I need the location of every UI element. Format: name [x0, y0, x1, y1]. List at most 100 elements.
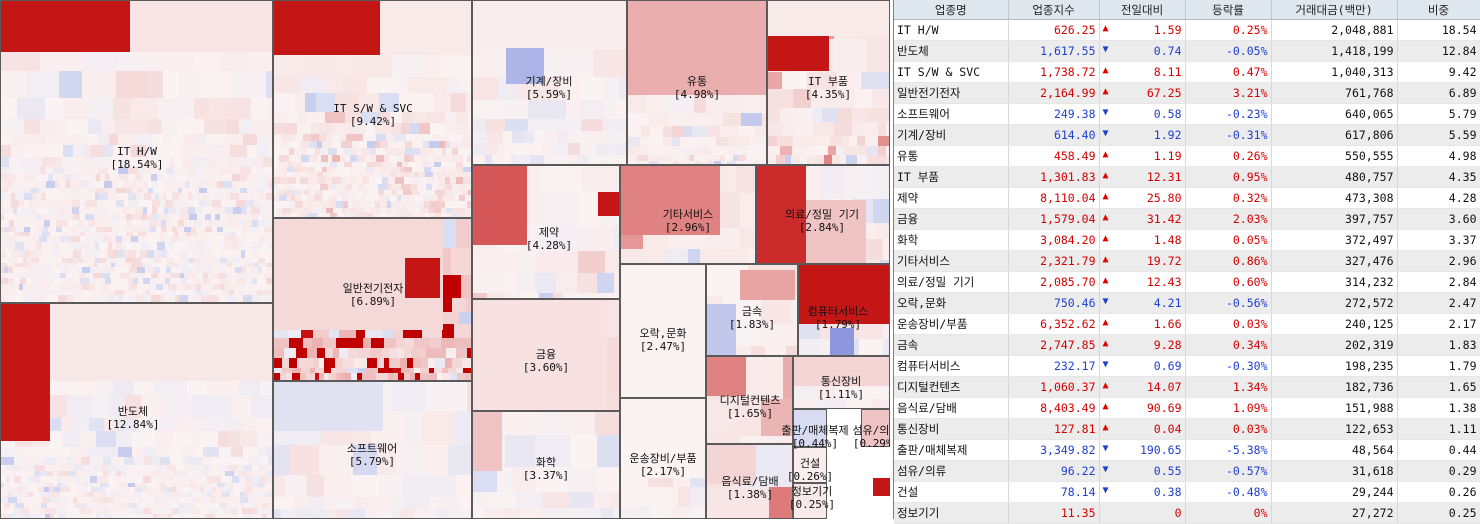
stock-tile[interactable] — [289, 148, 294, 155]
stock-tile[interactable] — [102, 200, 106, 207]
stock-tile[interactable] — [359, 141, 367, 148]
stock-tile[interactable] — [614, 273, 620, 293]
stock-tile[interactable] — [127, 497, 135, 503]
stock-tile[interactable] — [15, 193, 20, 200]
stock-tile[interactable] — [233, 167, 240, 174]
stock-tile[interactable] — [806, 200, 866, 264]
stock-tile[interactable] — [281, 167, 287, 172]
stock-tile[interactable] — [90, 471, 97, 476]
stock-tile[interactable] — [442, 324, 454, 338]
stock-tile[interactable] — [116, 71, 147, 98]
stock-tile[interactable] — [20, 278, 26, 284]
stock-tile[interactable] — [95, 193, 99, 200]
stock-tile[interactable] — [229, 232, 236, 236]
stock-tile[interactable] — [737, 137, 750, 146]
stock-tile[interactable] — [544, 131, 558, 143]
stock-tile[interactable] — [163, 418, 178, 431]
stock-tile[interactable] — [832, 155, 840, 165]
stock-tile[interactable] — [440, 190, 445, 195]
stock-tile[interactable] — [273, 51, 304, 77]
stock-tile[interactable] — [710, 155, 715, 161]
stock-tile[interactable] — [64, 167, 73, 174]
stock-tile[interactable] — [80, 514, 84, 519]
stock-tile[interactable] — [432, 134, 441, 141]
stock-tile[interactable] — [230, 145, 247, 157]
stock-tile[interactable] — [180, 497, 186, 503]
stock-tile[interactable] — [454, 195, 459, 201]
stock-tile[interactable] — [105, 278, 111, 284]
stock-tile[interactable] — [193, 290, 197, 295]
stock-tile[interactable] — [51, 492, 60, 497]
stock-tile[interactable] — [303, 162, 310, 167]
stock-tile[interactable] — [392, 381, 426, 411]
stock-tile[interactable] — [645, 161, 649, 165]
stock-tile[interactable] — [128, 278, 133, 284]
stock-tile[interactable] — [324, 358, 335, 368]
stock-tile[interactable] — [414, 368, 420, 373]
stock-tile[interactable] — [793, 89, 811, 108]
stock-tile[interactable] — [442, 275, 461, 298]
stock-tile[interactable] — [250, 267, 258, 273]
stock-tile[interactable] — [258, 273, 264, 278]
stock-tile[interactable] — [95, 242, 99, 250]
stock-tile[interactable] — [465, 195, 472, 201]
stock-tile[interactable] — [273, 148, 279, 155]
stock-tile[interactable] — [661, 146, 668, 155]
stock-tile[interactable] — [147, 71, 163, 98]
stock-tile[interactable] — [156, 227, 161, 232]
stock-tile[interactable] — [110, 273, 114, 278]
stock-tile[interactable] — [224, 98, 251, 119]
stock-tile[interactable] — [59, 497, 63, 503]
stock-tile[interactable] — [48, 242, 54, 250]
stock-tile[interactable] — [423, 141, 429, 148]
stock-tile[interactable] — [23, 263, 31, 267]
stock-tile[interactable] — [347, 195, 356, 201]
stock-tile[interactable] — [387, 184, 391, 190]
stock-tile[interactable] — [126, 514, 131, 519]
stock-tile[interactable] — [143, 284, 148, 290]
stock-tile[interactable] — [379, 195, 385, 201]
stock-tile[interactable] — [90, 227, 96, 232]
header-change-rate[interactable]: 등락률 — [1185, 0, 1272, 20]
stock-tile[interactable] — [221, 134, 231, 145]
stock-tile[interactable] — [111, 263, 115, 267]
stock-tile[interactable] — [448, 134, 462, 141]
stock-tile[interactable] — [256, 174, 266, 181]
stock-tile[interactable] — [373, 213, 379, 218]
stock-tile[interactable] — [44, 174, 48, 181]
stock-tile[interactable] — [375, 201, 380, 208]
stock-tile[interactable] — [358, 184, 363, 190]
stock-tile[interactable] — [467, 155, 472, 162]
stock-tile[interactable] — [75, 157, 87, 167]
stock-tile[interactable] — [313, 177, 318, 184]
stock-tile[interactable] — [25, 267, 29, 273]
stock-tile[interactable] — [529, 143, 541, 155]
stock-tile[interactable] — [541, 143, 553, 155]
stock-tile[interactable] — [362, 177, 369, 184]
stock-tile[interactable] — [150, 278, 155, 284]
stock-tile[interactable] — [139, 497, 143, 503]
stock-tile[interactable] — [116, 200, 124, 207]
stock-tile[interactable] — [517, 155, 530, 165]
stock-tile[interactable] — [17, 497, 22, 503]
stock-tile[interactable] — [170, 145, 180, 157]
stock-tile[interactable] — [273, 213, 278, 218]
stock-tile[interactable] — [410, 155, 414, 162]
stock-tile[interactable] — [670, 155, 677, 161]
stock-tile[interactable] — [497, 143, 505, 155]
stock-tile[interactable] — [465, 148, 472, 155]
stock-tile[interactable] — [442, 148, 446, 155]
stock-tile[interactable] — [213, 258, 220, 263]
stock-tile[interactable] — [208, 181, 217, 188]
stock-tile[interactable] — [129, 503, 137, 508]
stock-tile[interactable] — [435, 77, 447, 93]
stock-tile[interactable] — [243, 214, 252, 220]
stock-tile[interactable] — [420, 148, 425, 155]
stock-tile[interactable] — [20, 193, 24, 200]
stock-tile[interactable] — [259, 284, 267, 290]
stock-tile[interactable] — [74, 418, 89, 431]
stock-tile[interactable] — [172, 487, 176, 492]
stock-tile[interactable] — [0, 188, 8, 193]
stock-tile[interactable] — [260, 457, 268, 465]
stock-tile[interactable] — [146, 232, 153, 236]
